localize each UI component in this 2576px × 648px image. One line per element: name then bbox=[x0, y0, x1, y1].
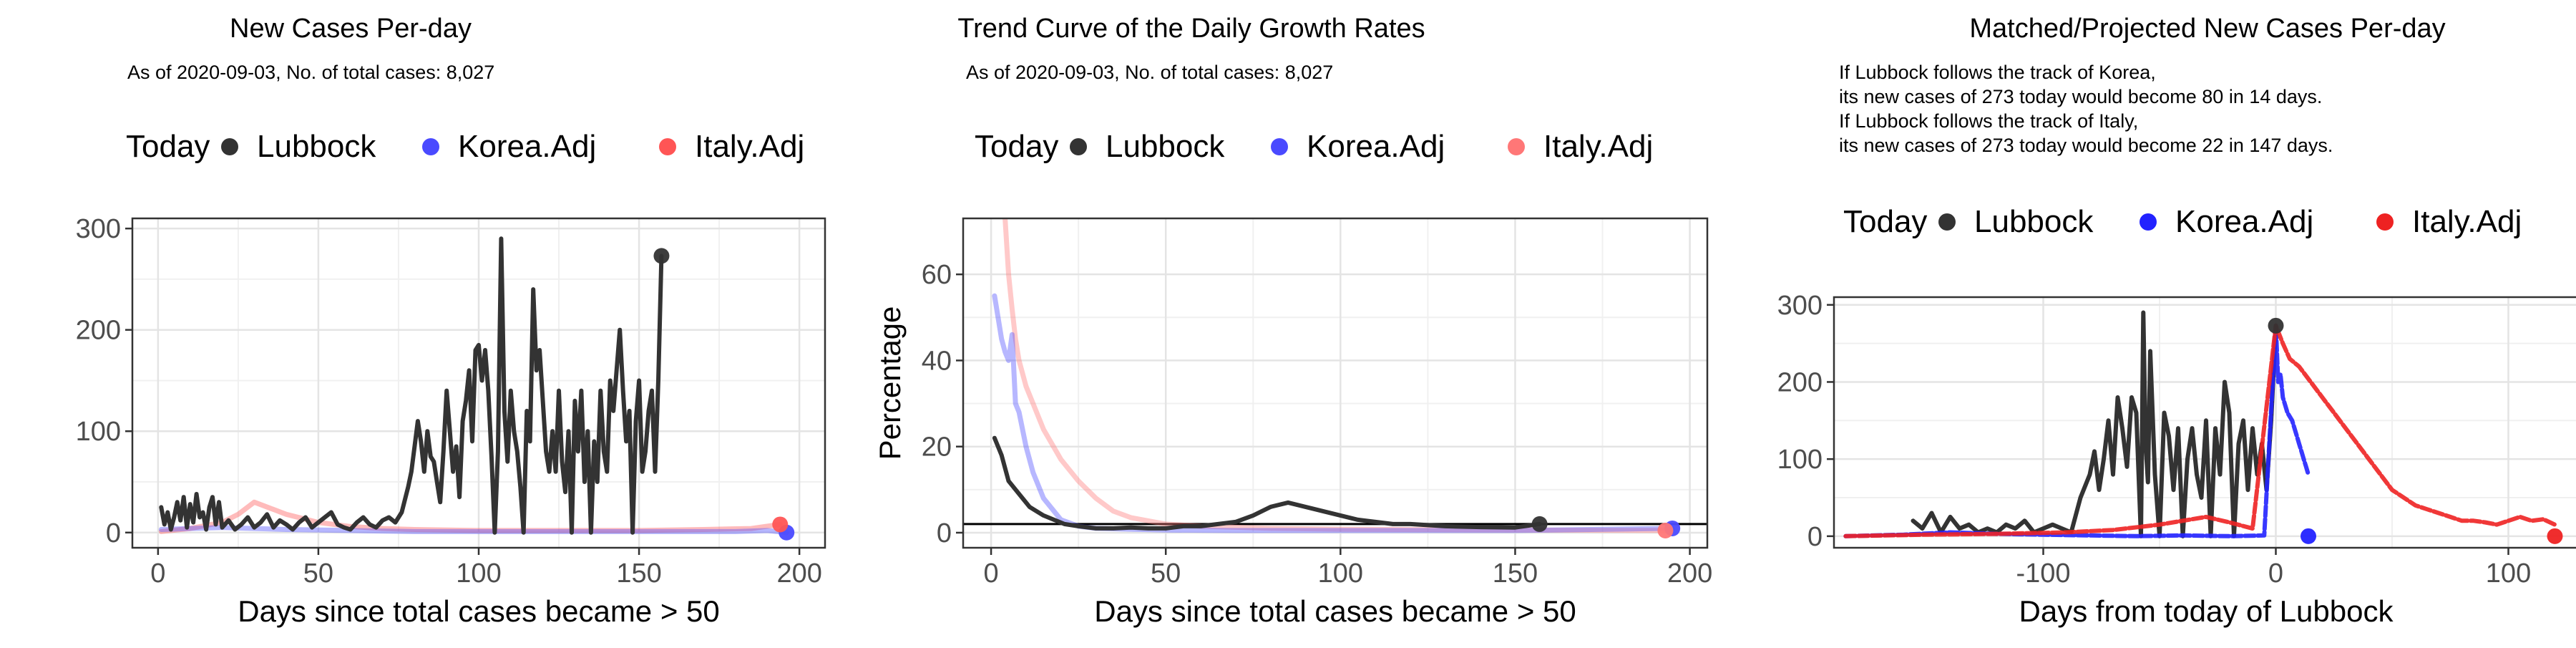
today-point-italy-adj bbox=[772, 516, 789, 533]
legend: Today Lubbock Korea.Adj Italy.Adj bbox=[975, 129, 1653, 164]
today-point-korea-adj bbox=[2301, 528, 2316, 544]
data-layer bbox=[963, 218, 1707, 533]
legend-marker bbox=[2140, 213, 2157, 231]
chart-title: Matched/Projected New Cases Per-day bbox=[1969, 14, 2445, 44]
y-axis-label: Percentage bbox=[873, 306, 907, 460]
y-tick-label: 0 bbox=[106, 518, 121, 548]
y-tick-label: 0 bbox=[1807, 522, 1823, 552]
legend: Today Lubbock Korea.Adj Italy.Adj bbox=[1843, 204, 2522, 239]
data-layer bbox=[1843, 310, 2557, 538]
y-tick-label: 200 bbox=[76, 316, 121, 346]
legend-title: Today bbox=[126, 129, 210, 164]
series-line-korea-adj bbox=[158, 525, 789, 536]
legend-marker bbox=[221, 138, 238, 155]
plot-border bbox=[1833, 296, 2576, 549]
plot-border bbox=[962, 217, 1709, 549]
y-tick-label: 100 bbox=[1777, 445, 1823, 475]
x-tick-label: -100 bbox=[2016, 558, 2070, 589]
x-tick-label: 150 bbox=[1493, 558, 1538, 589]
chart-title: New Cases Per-day bbox=[230, 14, 472, 44]
grid bbox=[963, 218, 1707, 548]
annotation-line: If Lubbock follows the track of Korea, bbox=[1839, 62, 2156, 83]
x-axis-label: Days from today of Lubbock bbox=[2019, 594, 2394, 628]
legend-entry: Lubbock bbox=[1974, 204, 2094, 239]
legend-title: Today bbox=[975, 129, 1058, 164]
y-tick-label: 100 bbox=[76, 417, 121, 447]
legend-marker bbox=[1271, 138, 1288, 155]
legend-marker bbox=[1070, 138, 1087, 155]
y-tick-label: 0 bbox=[937, 518, 952, 548]
y-tick-label: 300 bbox=[76, 214, 121, 244]
chart-subtitle: As of 2020-09-03, No. of total cases: 8,… bbox=[127, 62, 494, 83]
legend-marker bbox=[1938, 213, 1956, 231]
y-tick-label: 40 bbox=[922, 346, 952, 376]
chart-panel-3: Matched/Projected New Cases Per-day If Lu… bbox=[1777, 14, 2576, 628]
x-tick-label: 0 bbox=[150, 558, 165, 589]
y-tick-label: 300 bbox=[1777, 291, 1823, 321]
series-line-korea-adj bbox=[992, 293, 1675, 533]
y-tick-label: 60 bbox=[922, 260, 952, 290]
x-axis-label: Days since total cases became > 50 bbox=[1094, 594, 1576, 628]
series-line-italy-adj bbox=[1002, 218, 1668, 533]
series-line-lubbock bbox=[159, 236, 664, 535]
legend-entry: Lubbock bbox=[257, 129, 376, 164]
chart-title: Trend Curve of the Daily Growth Rates bbox=[957, 14, 1425, 44]
today-point-italy-adj bbox=[2547, 528, 2563, 544]
legend: Today Lubbock Korea.Adj Italy.Adj bbox=[126, 129, 804, 164]
x-tick-label: 200 bbox=[1667, 558, 1712, 589]
x-tick-label: 50 bbox=[303, 558, 333, 589]
legend-entry: Italy.Adj bbox=[2412, 204, 2522, 239]
legend-entry: Lubbock bbox=[1106, 129, 1225, 164]
plot-border bbox=[131, 217, 826, 549]
data-layer bbox=[158, 236, 789, 536]
today-point-lubbock bbox=[2268, 317, 2284, 334]
x-axis-label: Days since total cases became > 50 bbox=[238, 594, 720, 628]
legend-entry: Italy.Adj bbox=[1543, 129, 1653, 164]
series-line-italy-adj bbox=[1843, 323, 2557, 538]
x-tick-label: 100 bbox=[456, 558, 501, 589]
y-tick-label: 20 bbox=[922, 432, 952, 463]
annotation-line: its new cases of 273 today would become … bbox=[1839, 86, 2322, 107]
chart-panel-2: Trend Curve of the Daily Growth Rates As … bbox=[873, 14, 1712, 628]
legend-title: Today bbox=[1843, 204, 1927, 239]
today-point-italy-adj bbox=[1657, 522, 1674, 538]
legend-entry: Korea.Adj bbox=[2175, 204, 2313, 239]
annotation-line: If Lubbock follows the track of Italy, bbox=[1839, 110, 2138, 132]
y-tick-label: 200 bbox=[1777, 367, 1823, 397]
legend-entry: Italy.Adj bbox=[695, 129, 804, 164]
today-point-lubbock bbox=[653, 248, 670, 264]
legend-entry: Korea.Adj bbox=[458, 129, 596, 164]
x-tick-label: 150 bbox=[616, 558, 661, 589]
x-tick-label: 0 bbox=[2268, 558, 2283, 589]
series-line-lubbock bbox=[992, 435, 1542, 531]
chart-panel-1: New Cases Per-day As of 2020-09-03, No. o… bbox=[76, 14, 826, 628]
x-tick-label: 0 bbox=[983, 558, 998, 589]
legend-marker bbox=[422, 138, 439, 155]
legend-marker bbox=[659, 138, 676, 155]
legend-marker bbox=[1508, 138, 1525, 155]
today-point-lubbock bbox=[1531, 516, 1548, 532]
x-tick-label: 50 bbox=[1151, 558, 1181, 589]
annotation-line: its new cases of 273 today would become … bbox=[1839, 135, 2333, 156]
x-tick-label: 100 bbox=[2486, 558, 2531, 589]
x-tick-label: 200 bbox=[776, 558, 821, 589]
legend-marker bbox=[2376, 213, 2394, 231]
x-tick-label: 100 bbox=[1318, 558, 1363, 589]
series-line-lubbock bbox=[1911, 310, 2278, 538]
chart-subtitle: As of 2020-09-03, No. of total cases: 8,… bbox=[966, 62, 1333, 83]
plot-background bbox=[963, 218, 1707, 548]
legend-entry: Korea.Adj bbox=[1307, 129, 1445, 164]
